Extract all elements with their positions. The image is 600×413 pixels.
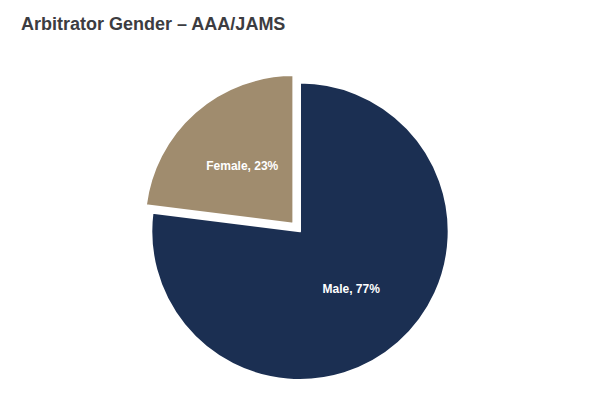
svg-text:Arbitrator Gender – AAA/JAMS: Arbitrator Gender – AAA/JAMS	[21, 14, 285, 34]
svg-text:Male, 77%: Male, 77%	[322, 282, 380, 296]
svg-text:Female, 23%: Female, 23%	[206, 159, 278, 173]
